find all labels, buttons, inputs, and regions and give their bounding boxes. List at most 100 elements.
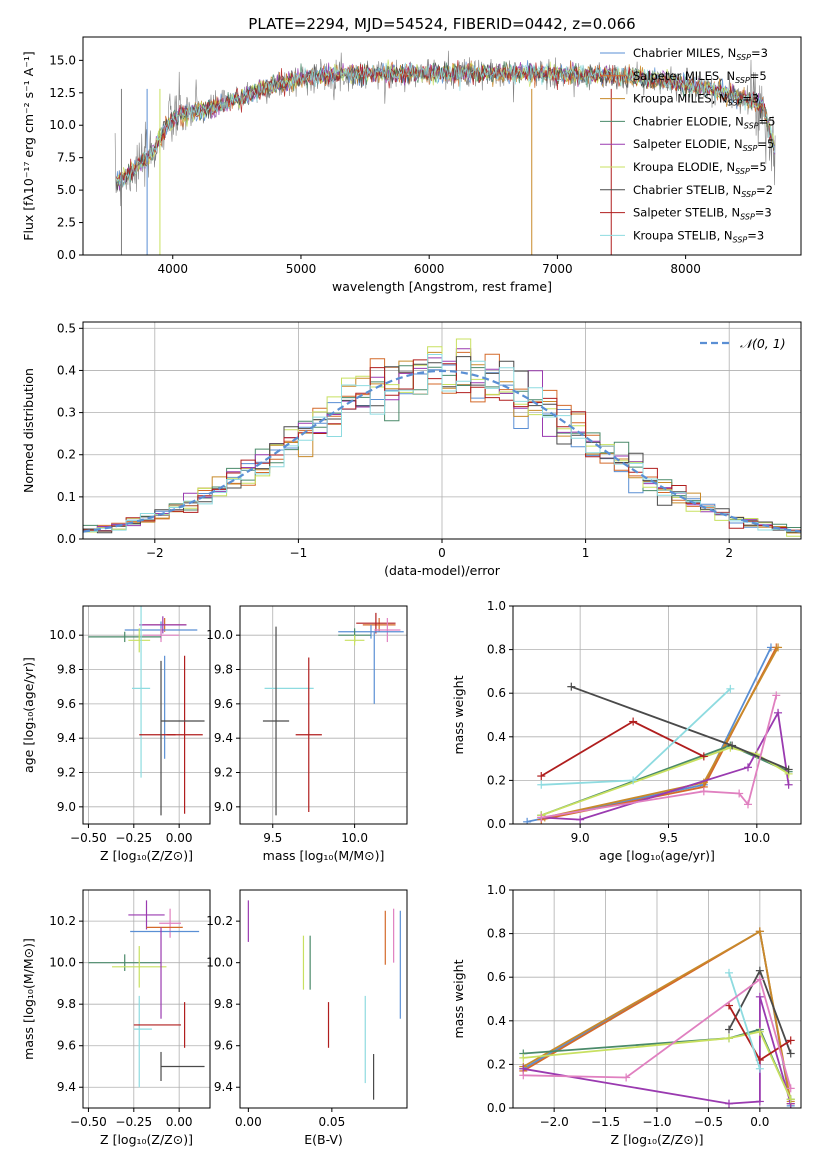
mass-vs-EBV-panel: 0.00 0.05 9.4 9.6 9.8 10.0 10.2 E(B-V) [206, 889, 408, 1147]
x-tick-label: 0.0 [750, 1115, 769, 1129]
y-tick-label: 0.4 [487, 730, 506, 744]
y-tick-label: 7.5 [57, 151, 76, 165]
x-tick-label: 0 [438, 546, 446, 560]
y-tick-label: 10.2 [49, 914, 76, 928]
spectrum-lines [114, 50, 776, 255]
y-tick-label: 0.8 [487, 643, 506, 657]
mass-vs-Z-panel: −0.50 −0.25 0.00 9.4 9.6 9.8 10.0 10.2 Z [log₁₀(… [21, 889, 211, 1147]
x-axis-label: age [log₁₀(age/yr)] [599, 848, 715, 863]
age-vs-Z-panel: −0.50 −0.25 0.00 9.0 9.2 9.4 9.6 9.8 10.0 Z [log₁… [21, 605, 211, 863]
axes-frame [82, 321, 802, 540]
y-tick-label: 0.4 [57, 363, 76, 377]
legend-entry: Salpeter ELODIE, NSSP=5 [633, 137, 774, 153]
y-tick-label: 9.8 [214, 997, 233, 1011]
y-tick-label: 9.4 [214, 1080, 233, 1094]
legend-sub: SSP [735, 167, 750, 176]
legend-suffix: =3 [751, 46, 768, 60]
x-tick-label: 0.05 [318, 1115, 345, 1129]
x-tick-label: 10.0 [743, 831, 770, 845]
legend-suffix: =5 [757, 137, 774, 151]
y-tick-label: 10.0 [206, 628, 233, 642]
y-tick-label: 15.0 [49, 53, 76, 67]
legend-text: Chabrier STELIB, N [633, 183, 741, 197]
legend-text: Kroupa STELIB, N [633, 228, 733, 242]
y-tick-label: 0.2 [57, 448, 76, 462]
x-axis-label: E(B-V) [304, 1132, 343, 1147]
axes-frame [239, 605, 408, 825]
y-tick-label: 5.0 [57, 183, 76, 197]
legend-entry: Kroupa ELODIE, NSSP=5 [633, 160, 767, 176]
weight-line [526, 647, 772, 823]
model-spectrum-line [115, 62, 776, 187]
x-tick-label: 2 [725, 546, 733, 560]
axes-frame [239, 889, 408, 1109]
y-tick-label: 0.2 [487, 1057, 506, 1071]
x-tick-label: −0.50 [70, 831, 107, 845]
legend-sub: SSP [743, 144, 758, 153]
legend-suffix: =5 [750, 69, 767, 83]
weight-line [523, 1030, 792, 1100]
y-tick-label: 0.0 [487, 1101, 506, 1115]
legend-suffix: =5 [750, 160, 767, 174]
y-tick-label: 9.4 [57, 731, 76, 745]
axes-frame [512, 605, 802, 825]
gaussian-curve [83, 369, 801, 533]
errorbar-points [88, 900, 205, 1088]
x-tick-label: 9.5 [659, 831, 678, 845]
axes-frame [82, 605, 211, 825]
y-tick-label: 0.1 [57, 490, 76, 504]
y-axis-label: mass [log₁₀(M/M⊙)] [21, 938, 36, 1060]
x-tick-label: 0.00 [235, 1115, 262, 1129]
x-tick-label: −1.5 [591, 1115, 620, 1129]
weight-line [728, 972, 761, 1070]
y-tick-label: 9.4 [214, 731, 233, 745]
legend-suffix: =3 [755, 206, 772, 220]
x-axis-label: Z [log₁₀(Z/Z⊙)] [611, 1132, 704, 1147]
weight-line [523, 977, 792, 1089]
legend-suffix: =2 [756, 183, 773, 197]
histogram-steps [83, 338, 801, 537]
y-tick-label: 9.6 [57, 1039, 76, 1053]
y-tick-label: 0.6 [487, 686, 506, 700]
y-tick-label: 0.8 [487, 927, 506, 941]
x-tick-label: 1 [582, 546, 590, 560]
x-tick-label: 8000 [670, 262, 701, 276]
y-axis-label: Flux [fλ10⁻¹⁷ erg cm⁻² s⁻¹ A⁻¹] [21, 51, 36, 240]
y-tick-label: 0.5 [57, 321, 76, 335]
y-axis-label: mass weight [451, 675, 466, 754]
y-tick-label: 0.4 [487, 1014, 506, 1028]
legend-sub: SSP [736, 53, 751, 62]
y-tick-label: 9.0 [57, 800, 76, 814]
y-tick-label: 9.6 [214, 697, 233, 711]
errorbar-points [88, 606, 205, 816]
weight-series [523, 643, 793, 824]
weight-line [541, 710, 790, 821]
errorbar-points [262, 612, 404, 816]
x-tick-label: 7000 [542, 262, 573, 276]
y-axis-label: mass weight [451, 959, 466, 1038]
y-tick-label: 10.0 [49, 956, 76, 970]
weights-vs-age-panel: 9.0 9.5 10.0 0.0 0.2 0.4 0.6 0.8 1.0 age [log₁₀(a… [451, 599, 802, 863]
legend-text: Salpeter STELIB, N [633, 206, 740, 220]
legend-entry: Salpeter STELIB, NSSP=3 [633, 206, 772, 222]
y-tick-label: 9.6 [57, 697, 76, 711]
y-tick-label: 0.6 [487, 970, 506, 984]
x-tick-label: −1.0 [642, 1115, 671, 1129]
legend-suffix: =3 [742, 92, 759, 106]
legend-suffix: =5 [759, 114, 776, 128]
y-tick-label: 0.3 [57, 406, 76, 420]
x-axis-label: mass [log₁₀(M/M⊙)] [263, 848, 385, 863]
y-tick-label: 9.2 [214, 766, 233, 780]
x-axis-label: (data-model)/error [384, 563, 501, 578]
legend-text: Salpeter MILES, N [633, 69, 735, 83]
x-tick-label: −0.5 [694, 1115, 723, 1129]
legend-entry: Chabrier MILES, NSSP=3 [633, 46, 768, 62]
legend-text: Kroupa ELODIE, N [633, 160, 735, 174]
spectrum-panel: 4000 5000 6000 7000 8000 0.0 2.5 5.0 7.5 10.0 12.5… [21, 15, 802, 294]
y-tick-label: 1.0 [487, 883, 506, 897]
x-tick-label: 9.0 [571, 831, 590, 845]
x-tick-label: −2 [146, 546, 164, 560]
y-tick-label: 12.5 [49, 86, 76, 100]
legend-entry: Chabrier STELIB, NSSP=2 [633, 183, 773, 199]
x-tick-label: −2.0 [540, 1115, 569, 1129]
